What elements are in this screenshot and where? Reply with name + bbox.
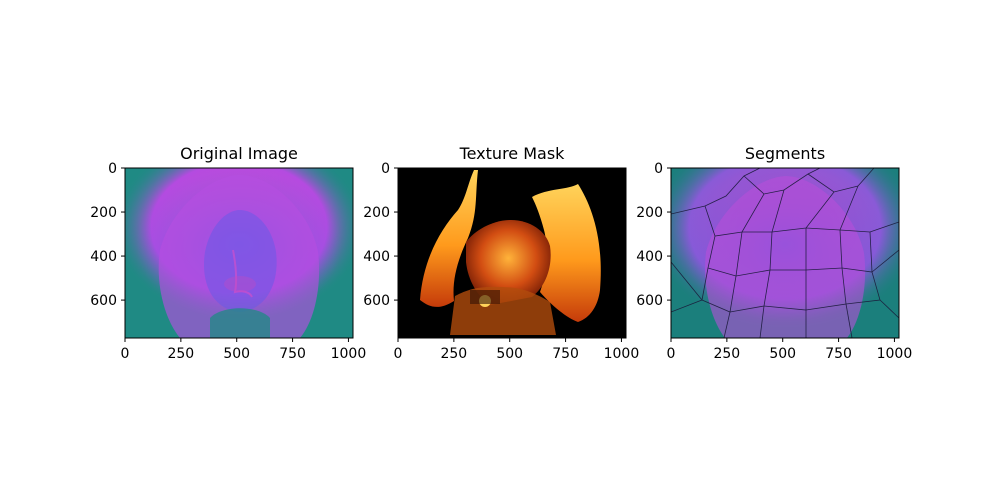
image-original: [125, 168, 353, 338]
y-tick-label: 200: [90, 205, 117, 221]
y-tick-label: 0: [108, 161, 117, 177]
image-segments: [671, 168, 899, 338]
x-tick-label: 1000: [877, 346, 913, 362]
panel-title: Original Image: [180, 144, 298, 163]
x-tick-label: 1000: [604, 346, 640, 362]
x-tick-label: 0: [394, 346, 403, 362]
y-tick-label: 600: [90, 293, 117, 309]
panel-title: Texture Mask: [459, 144, 566, 163]
x-tick-label: 250: [440, 346, 467, 362]
x-tick-label: 500: [769, 346, 796, 362]
panel-original: Original Image 0 250 500 750 1000 0 200 400 600: [90, 144, 366, 362]
panel-segments: Segments: [636, 144, 912, 362]
y-tick-label: 0: [381, 161, 390, 177]
x-tick-label: 500: [496, 346, 523, 362]
image-texture-mask: [398, 168, 626, 338]
axes-frame: [670, 167, 900, 339]
x-tick-label: 750: [825, 346, 852, 362]
x-tick-label: 0: [121, 346, 130, 362]
x-tick-label: 0: [667, 346, 676, 362]
x-axis: 0 250 500 750 1000: [667, 338, 913, 362]
x-tick-label: 250: [167, 346, 194, 362]
x-axis: 0 250 500 750 1000: [121, 338, 367, 362]
panel-title: Segments: [745, 144, 825, 163]
y-tick-label: 400: [636, 249, 663, 265]
axes-frame: [397, 167, 627, 339]
y-axis: 0 200 400 600: [636, 161, 671, 309]
y-tick-label: 0: [654, 161, 663, 177]
y-tick-label: 600: [636, 293, 663, 309]
x-axis: 0 250 500 750 1000: [394, 338, 640, 362]
panel-texture-mask: Texture Mask 0 250 500 750 1000 0 200 400 600: [363, 144, 639, 362]
y-tick-label: 400: [90, 249, 117, 265]
y-tick-label: 200: [363, 205, 390, 221]
x-tick-label: 500: [223, 346, 250, 362]
y-axis: 0 200 400 600: [90, 161, 125, 309]
x-tick-label: 1000: [331, 346, 367, 362]
x-tick-label: 250: [713, 346, 740, 362]
axes-frame: [124, 167, 354, 339]
y-axis: 0 200 400 600: [363, 161, 398, 309]
y-tick-label: 400: [363, 249, 390, 265]
y-tick-label: 200: [636, 205, 663, 221]
y-tick-label: 600: [363, 293, 390, 309]
x-tick-label: 750: [279, 346, 306, 362]
x-tick-label: 750: [552, 346, 579, 362]
